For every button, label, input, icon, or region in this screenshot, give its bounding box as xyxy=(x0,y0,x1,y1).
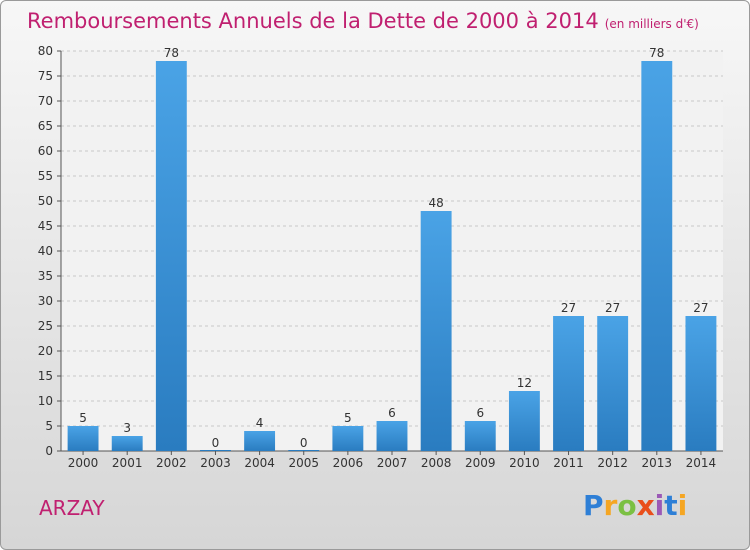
bar xyxy=(244,431,276,451)
bar xyxy=(641,61,673,451)
y-tick-label: 75 xyxy=(38,69,53,83)
bar xyxy=(155,61,187,451)
data-label: 0 xyxy=(300,436,308,450)
logo-letter: i xyxy=(677,489,688,522)
data-label: 78 xyxy=(164,46,179,60)
x-tick-label: 2012 xyxy=(597,456,628,470)
data-label: 12 xyxy=(517,376,532,390)
data-label: 27 xyxy=(693,301,708,315)
y-tick-label: 60 xyxy=(38,144,53,158)
data-label: 6 xyxy=(476,406,484,420)
y-tick-label: 55 xyxy=(38,169,53,183)
data-label: 78 xyxy=(649,46,664,60)
chart-title: Remboursements Annuels de la Dette de 20… xyxy=(27,9,699,33)
y-tick-label: 70 xyxy=(38,94,53,108)
y-tick-label: 15 xyxy=(38,369,53,383)
data-label: 6 xyxy=(388,406,396,420)
x-tick-label: 2007 xyxy=(377,456,408,470)
data-label: 27 xyxy=(561,301,576,315)
bar xyxy=(685,316,717,451)
x-tick-label: 2005 xyxy=(288,456,319,470)
x-tick-label: 2003 xyxy=(200,456,231,470)
x-tick-label: 2002 xyxy=(156,456,187,470)
x-tick-label: 2006 xyxy=(333,456,364,470)
x-tick-label: 2011 xyxy=(553,456,584,470)
x-tick-label: 2001 xyxy=(112,456,143,470)
x-tick-label: 2009 xyxy=(465,456,496,470)
commune-name: ARZAY xyxy=(39,496,105,520)
y-tick-label: 50 xyxy=(38,194,53,208)
y-tick-label: 5 xyxy=(45,419,53,433)
y-tick-label: 45 xyxy=(38,219,53,233)
y-tick-label: 20 xyxy=(38,344,53,358)
y-tick-label: 25 xyxy=(38,319,53,333)
logo-letter: o xyxy=(617,489,637,522)
data-label: 48 xyxy=(428,196,443,210)
y-tick-label: 35 xyxy=(38,269,53,283)
bar xyxy=(597,316,629,451)
bar xyxy=(420,211,452,451)
data-label: 4 xyxy=(256,416,264,430)
bar xyxy=(111,436,143,451)
y-tick-label: 80 xyxy=(38,44,53,58)
chart-unit: (en milliers d'€) xyxy=(604,17,699,31)
bar xyxy=(464,421,496,451)
bar xyxy=(67,426,99,451)
x-tick-label: 2000 xyxy=(68,456,99,470)
logo-letter: i xyxy=(654,489,665,522)
logo-letter: P xyxy=(583,489,604,522)
y-tick-label: 0 xyxy=(45,444,53,458)
x-tick-label: 2014 xyxy=(686,456,717,470)
x-tick-label: 2010 xyxy=(509,456,540,470)
x-tick-label: 2013 xyxy=(642,456,673,470)
data-label: 5 xyxy=(79,411,87,425)
y-tick-label: 10 xyxy=(38,394,53,408)
chart-title-text: Remboursements Annuels de la Dette de 20… xyxy=(27,9,599,33)
x-tick-label: 2004 xyxy=(244,456,275,470)
data-label: 0 xyxy=(212,436,220,450)
bar xyxy=(332,426,364,451)
y-tick-label: 40 xyxy=(38,244,53,258)
data-label: 27 xyxy=(605,301,620,315)
logo-letter: r xyxy=(603,489,618,522)
bar xyxy=(508,391,540,451)
bar xyxy=(553,316,584,451)
data-label: 5 xyxy=(344,411,352,425)
bar xyxy=(376,421,408,451)
data-label: 3 xyxy=(123,421,131,435)
x-tick-label: 2008 xyxy=(421,456,452,470)
logo-letter: x xyxy=(636,489,655,522)
logo-letter: t xyxy=(664,489,678,522)
y-tick-label: 30 xyxy=(38,294,53,308)
y-tick-label: 65 xyxy=(38,119,53,133)
proxiti-logo: Proxiti xyxy=(583,489,687,522)
